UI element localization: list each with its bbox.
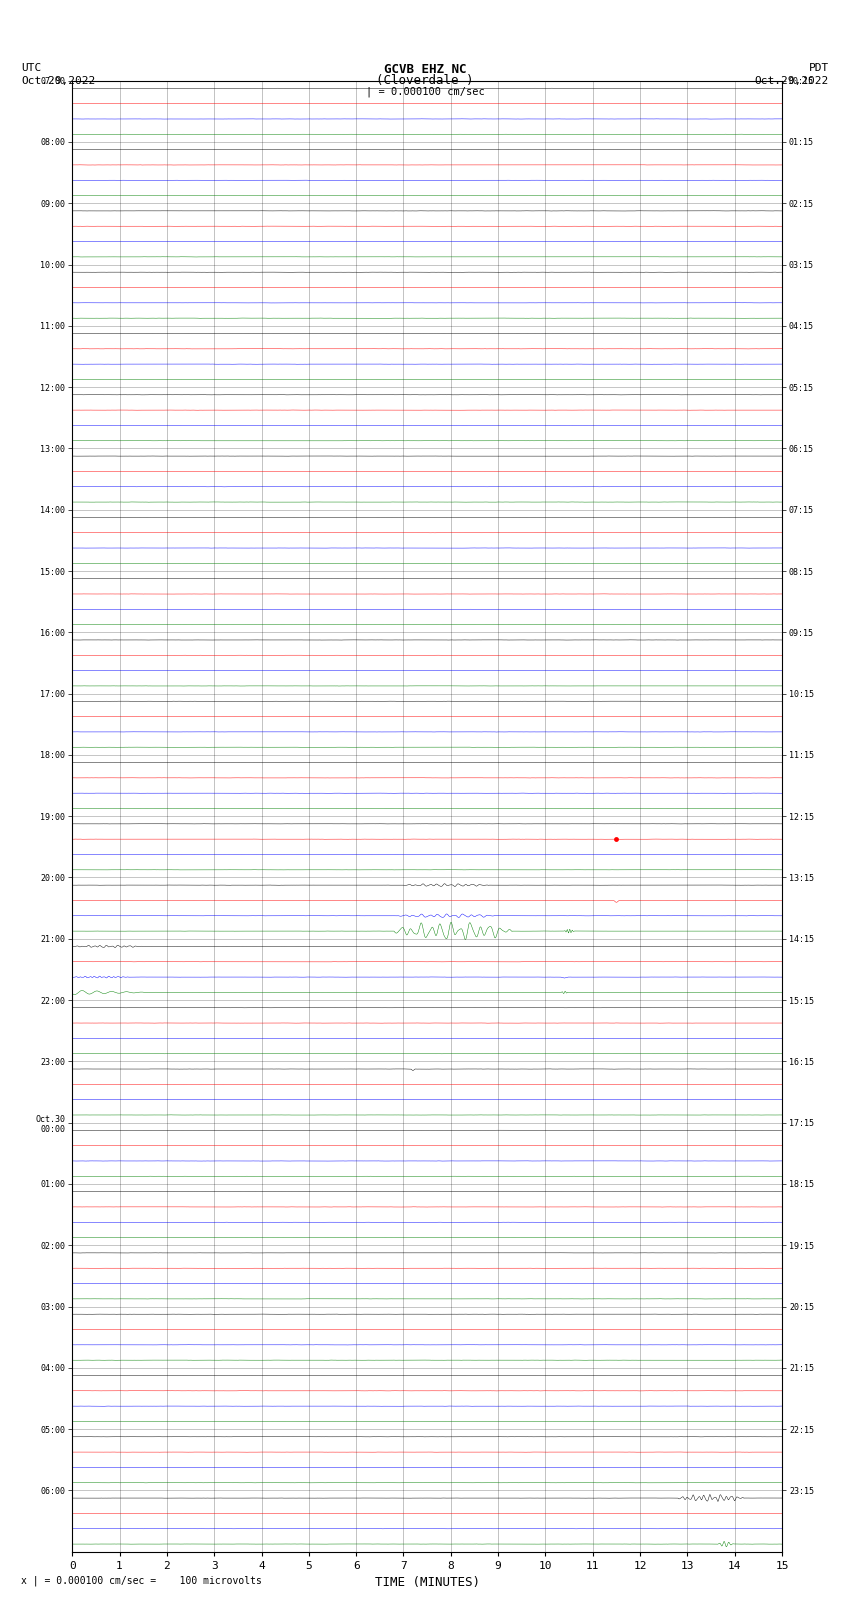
Text: Oct.29,2022: Oct.29,2022 bbox=[755, 76, 829, 85]
Text: x | = 0.000100 cm/sec =    100 microvolts: x | = 0.000100 cm/sec = 100 microvolts bbox=[21, 1576, 262, 1586]
Text: (Cloverdale ): (Cloverdale ) bbox=[377, 74, 473, 87]
Text: | = 0.000100 cm/sec: | = 0.000100 cm/sec bbox=[366, 87, 484, 97]
Text: PDT: PDT bbox=[808, 63, 829, 73]
Text: Oct.29,2022: Oct.29,2022 bbox=[21, 76, 95, 85]
Text: UTC: UTC bbox=[21, 63, 42, 73]
Text: GCVB EHZ NC: GCVB EHZ NC bbox=[383, 63, 467, 76]
X-axis label: TIME (MINUTES): TIME (MINUTES) bbox=[375, 1576, 479, 1589]
